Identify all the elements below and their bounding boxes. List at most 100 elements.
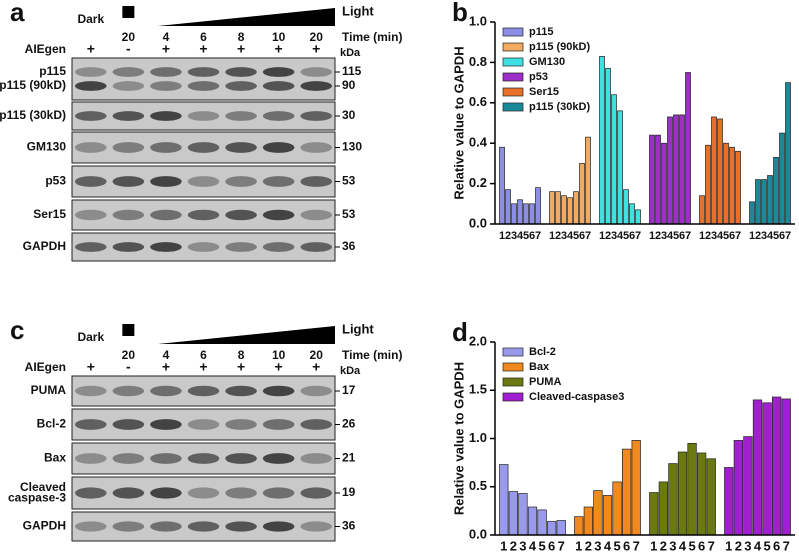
blot-band — [300, 67, 332, 77]
y-tick-label: 1.0 — [469, 13, 487, 28]
x-tick-label: 5 — [613, 538, 620, 553]
x-tick-label: 1 — [749, 230, 755, 242]
time-label: 4 — [163, 348, 170, 362]
bar — [617, 110, 623, 225]
blot-band — [112, 111, 145, 121]
bar — [555, 191, 561, 225]
blot-band — [225, 81, 257, 91]
legend-swatch — [502, 72, 524, 82]
x-tick-label: 3 — [744, 538, 751, 553]
bar — [773, 156, 779, 225]
legend-label: Bax — [529, 361, 550, 373]
x-tick-label: 7 — [685, 230, 691, 242]
reagent-sign: - — [126, 359, 131, 375]
y-tick-label: 0.0 — [469, 526, 487, 541]
x-tick-label: 7 — [785, 230, 791, 242]
time-label: 4 — [163, 30, 170, 44]
bar — [508, 491, 518, 536]
kda-label: 26 — [342, 417, 356, 431]
x-tick-label: 1 — [649, 230, 655, 242]
blot-row-label: caspase-3 — [8, 491, 66, 505]
blot-band — [112, 242, 145, 252]
reagent-sign: + — [162, 359, 170, 375]
blot-band — [150, 81, 182, 91]
legend-swatch — [502, 57, 524, 67]
bar — [762, 402, 772, 536]
bar — [673, 114, 679, 225]
blot-band — [225, 487, 257, 499]
blot-row-label: Bax — [44, 451, 66, 465]
blot-band — [187, 521, 220, 532]
x-tick-label: 6 — [623, 538, 630, 553]
legend-swatch — [502, 377, 524, 387]
time-label: 10 — [272, 348, 286, 362]
bar — [567, 197, 573, 225]
blot-band — [187, 111, 220, 121]
legend-label: PUMA — [529, 376, 561, 388]
blot-band — [225, 142, 257, 153]
dark-label: Dark — [77, 330, 104, 344]
blot-row-label: PUMA — [31, 383, 67, 397]
blot-strip — [71, 57, 336, 101]
blot-band — [112, 385, 145, 397]
x-tick-label: 6 — [529, 230, 535, 242]
kda-unit: kDa — [340, 47, 361, 59]
legend-swatch — [502, 27, 524, 37]
x-tick-label: 4 — [604, 538, 612, 553]
bar — [767, 175, 773, 225]
x-tick-label: 3 — [611, 230, 617, 242]
x-tick-label: 5 — [763, 538, 770, 553]
blot-band — [262, 142, 295, 153]
bar — [661, 142, 667, 225]
reagent-sign: + — [199, 359, 207, 375]
light-label: Light — [342, 3, 374, 18]
time-label: 6 — [200, 30, 207, 44]
reagent-label: AIEgen — [25, 42, 66, 56]
x-tick-label: 6 — [773, 538, 780, 553]
reagent-sign: + — [275, 41, 283, 57]
reagent-sign: + — [199, 41, 207, 57]
bar — [685, 72, 691, 225]
kda-label: 36 — [342, 239, 356, 253]
x-tick-label: 7 — [708, 538, 715, 553]
reagent-sign: - — [126, 41, 131, 57]
blot-band — [187, 242, 220, 252]
bar — [585, 136, 591, 225]
bar — [724, 467, 734, 536]
blot-row-label: Cleaved — [20, 480, 66, 494]
blot-band — [300, 81, 332, 91]
bar — [649, 492, 659, 536]
x-tick-label: 7 — [535, 230, 541, 242]
bar — [687, 442, 697, 536]
y-tick-label: 0.5 — [469, 478, 487, 493]
x-tick-label: 6 — [548, 538, 555, 553]
blot-band — [112, 142, 145, 153]
blot-band — [262, 453, 295, 464]
blot-band — [112, 521, 145, 532]
bar — [505, 189, 511, 225]
blot-band — [300, 385, 332, 397]
x-tick-label: 5 — [673, 230, 679, 242]
blot-band — [150, 242, 182, 252]
blot-band — [150, 67, 182, 77]
kda-label: 130 — [342, 140, 362, 154]
bar — [523, 203, 529, 225]
x-tick-label: 2 — [605, 230, 611, 242]
bar — [743, 436, 753, 536]
blot-band — [150, 419, 182, 430]
bar — [599, 55, 605, 225]
blot-band — [187, 67, 220, 77]
kda-label: 53 — [342, 174, 356, 188]
blot-band — [262, 521, 295, 532]
x-tick-label: 3 — [519, 538, 526, 553]
bar — [623, 189, 629, 225]
kda-label: 19 — [342, 485, 356, 499]
blot-row-label: p53 — [45, 174, 66, 188]
x-tick-label: 2 — [705, 230, 711, 242]
blot-band — [112, 453, 145, 464]
dark-label: Dark — [77, 12, 104, 26]
y-tick-label: 1.5 — [469, 382, 487, 397]
blot-band — [150, 176, 182, 187]
x-tick-label: 4 — [679, 538, 687, 553]
